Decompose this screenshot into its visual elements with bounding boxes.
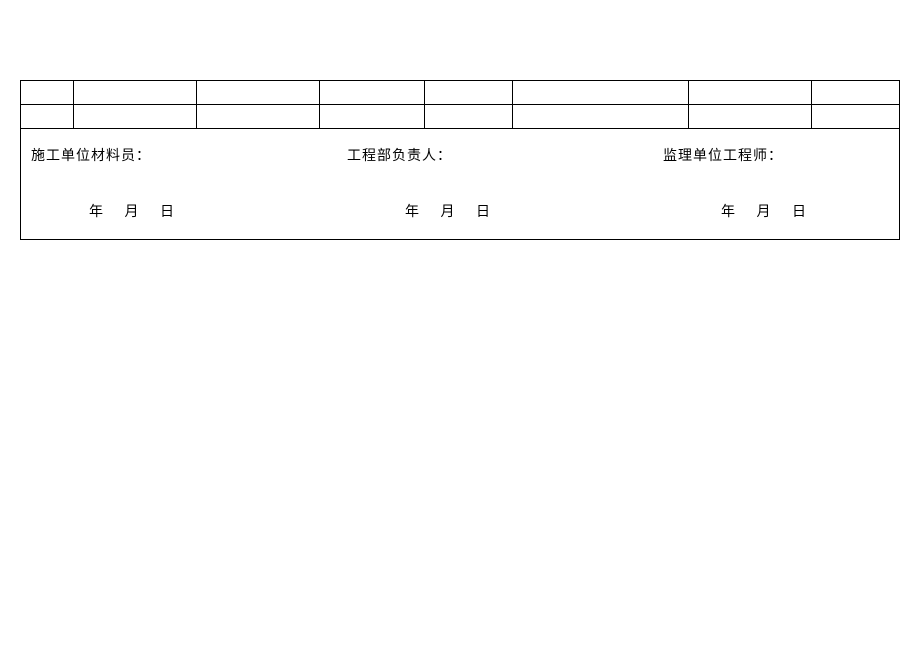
- document-container: 施工单位材料员： 年 月 日 工程部负责人： 年 月 日 监理单位工程师： 年: [0, 0, 920, 240]
- signature-date: 年 月 日: [603, 201, 889, 221]
- data-table: [20, 80, 900, 129]
- signature-row: 施工单位材料员： 年 月 日 工程部负责人： 年 月 日 监理单位工程师： 年: [31, 145, 889, 221]
- day-label: 日: [160, 205, 175, 220]
- table-cell: [812, 81, 900, 105]
- table-cell: [812, 105, 900, 129]
- signature-block-engineering: 工程部负责人： 年 月 日: [317, 145, 603, 221]
- signature-date: 年 月 日: [31, 201, 317, 221]
- signature-section: 施工单位材料员： 年 月 日 工程部负责人： 年 月 日 监理单位工程师： 年: [20, 129, 900, 240]
- table-row: [21, 105, 900, 129]
- signature-label: 施工单位材料员：: [31, 145, 317, 165]
- table-cell: [73, 105, 196, 129]
- signature-label: 监理单位工程师：: [603, 145, 889, 165]
- year-label: 年: [405, 205, 420, 220]
- signature-block-supervisor: 监理单位工程师： 年 月 日: [603, 145, 889, 221]
- table-cell: [513, 81, 689, 105]
- table-cell: [21, 105, 74, 129]
- table-cell: [425, 105, 513, 129]
- year-label: 年: [89, 205, 104, 220]
- table-cell: [513, 105, 689, 129]
- table-cell: [319, 81, 424, 105]
- signature-date: 年 月 日: [317, 201, 603, 221]
- table-cell: [196, 81, 319, 105]
- table-cell: [319, 105, 424, 129]
- table-cell: [689, 105, 812, 129]
- table-cell: [689, 81, 812, 105]
- day-label: 日: [476, 205, 491, 220]
- month-label: 月: [757, 205, 772, 220]
- signature-label: 工程部负责人：: [317, 145, 603, 165]
- table-row: [21, 81, 900, 105]
- table-cell: [196, 105, 319, 129]
- table-cell: [21, 81, 74, 105]
- year-label: 年: [721, 205, 736, 220]
- table-cell: [73, 81, 196, 105]
- signature-block-material: 施工单位材料员： 年 月 日: [31, 145, 317, 221]
- table-cell: [425, 81, 513, 105]
- month-label: 月: [441, 205, 456, 220]
- month-label: 月: [125, 205, 140, 220]
- day-label: 日: [792, 205, 807, 220]
